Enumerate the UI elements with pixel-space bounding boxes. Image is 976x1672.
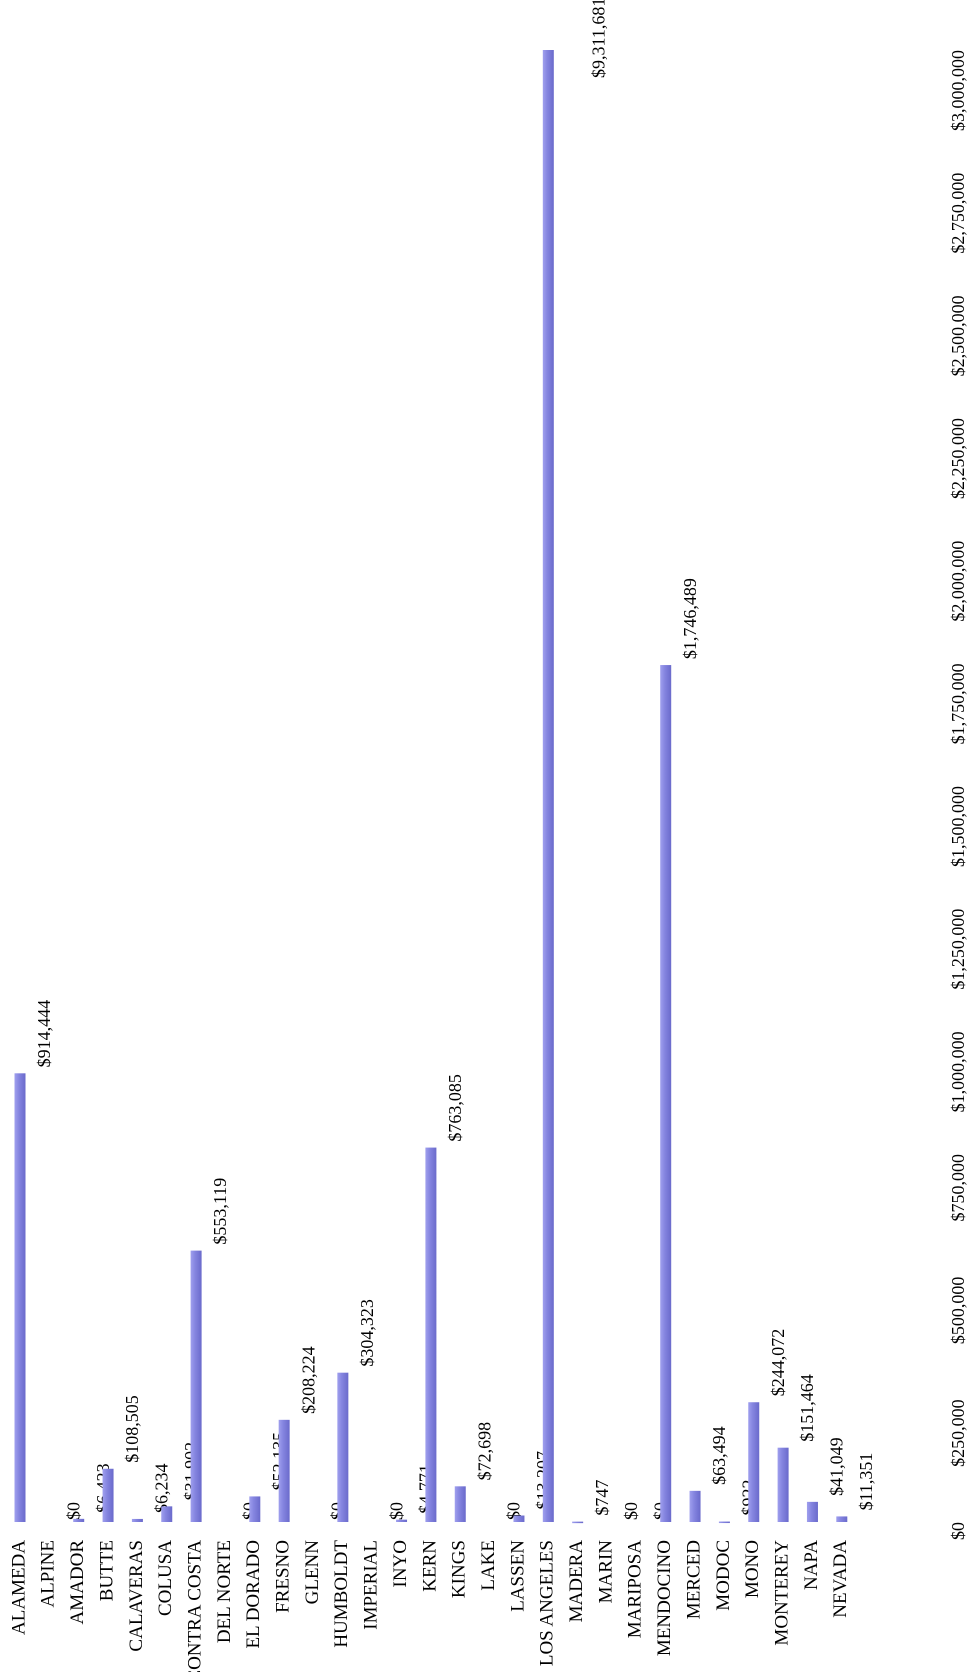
category-label: MADERA [566,1540,587,1623]
category-label: MODOC [713,1540,734,1611]
bar [718,1521,730,1524]
value-tick-label: $1,500,000 [948,786,968,867]
data-label: $763,085 [445,1074,465,1142]
data-label: $1,746,489 [680,578,700,659]
data-label: $0 [504,1502,524,1520]
data-label: $747 [592,1480,612,1516]
data-label: $0 [386,1502,406,1520]
value-tick-label: $2,500,000 [948,295,968,376]
category-label: MENDOCINO [654,1540,675,1656]
data-label: $553,119 [210,1178,230,1245]
value-tick-label: $1,750,000 [948,663,968,744]
bar [542,50,554,1522]
category-label: COLUSA [155,1540,176,1616]
category-label: CALAVERAS [126,1540,147,1652]
category-label: IMPERIAL [361,1540,382,1630]
category-label: KERN [419,1540,440,1592]
data-label: $244,072 [768,1329,788,1397]
data-label: $6,234 [152,1463,172,1513]
bar [396,1519,408,1522]
bar [131,1518,143,1522]
category-label: CONTRA COSTA [184,1540,205,1672]
bar [806,1501,818,1522]
bar [425,1147,437,1522]
data-label: $108,505 [122,1395,142,1463]
category-label: NEVADA [830,1540,851,1618]
category-label: MARIPOSA [625,1540,646,1638]
category-label: MARIN [595,1540,616,1604]
data-label: $151,464 [797,1374,817,1442]
value-tick-label: $3,000,000 [948,50,968,131]
category-label: MONO [742,1540,763,1598]
bar [278,1419,290,1522]
value-tick-label: $750,000 [948,1154,968,1222]
plot-area: $0 $250,000 $500,000 $750,000 $1,000,000 $1,2… [8,0,968,1672]
category-label: ALPINE [38,1540,59,1608]
data-label: $914,444 [34,1000,54,1068]
bar [337,1372,349,1522]
category-label: NAPA [801,1540,822,1590]
category-label: LOS ANGELES [537,1540,558,1666]
bar [14,1073,26,1522]
bar [689,1490,701,1522]
category-label: MONTEREY [771,1540,792,1646]
data-label: $0 [621,1502,641,1520]
data-label: $72,698 [474,1422,494,1481]
value-tick-label: $2,250,000 [948,418,968,499]
bar [748,1402,760,1522]
data-label: $41,049 [827,1437,847,1496]
category-label: DEL NORTE [214,1540,235,1643]
value-tick-label: $500,000 [948,1277,968,1345]
bar [102,1468,114,1522]
bar [660,665,672,1522]
bar [161,1506,173,1522]
bar [73,1518,85,1522]
value-tick-label: $1,250,000 [948,909,968,990]
category-label: AMADOR [67,1540,88,1625]
data-label: $0 [63,1502,83,1520]
value-tick-label: $2,000,000 [948,541,968,622]
value-tick-label: $1,000,000 [948,1031,968,1112]
data-label: $63,494 [709,1426,729,1485]
category-label: EL DORADO [243,1540,264,1649]
value-tick-label: $0 [948,1522,968,1540]
category-label: KINGS [449,1540,470,1598]
category-label: BUTTE [96,1540,117,1601]
bar [249,1496,261,1522]
category-label: GLENN [302,1540,323,1605]
bar [513,1515,525,1522]
bar [454,1486,466,1522]
category-label: ALAMEDA [8,1540,29,1635]
value-tick-label: $250,000 [948,1399,968,1467]
bar [572,1521,584,1524]
value-tick-label: $2,750,000 [948,173,968,254]
bar [190,1250,202,1522]
bar [777,1447,789,1522]
data-label: $9,311,681 [588,0,608,78]
category-label: MERCED [683,1540,704,1619]
bar [836,1516,848,1522]
category-label: FRESNO [273,1540,294,1613]
category-label: LASSEN [507,1540,528,1612]
data-label: $11,351 [856,1453,876,1511]
data-label: $304,323 [357,1299,377,1367]
data-label: $208,224 [298,1346,318,1414]
category-label: HUMBOLDT [331,1540,352,1648]
category-label: LAKE [478,1540,499,1591]
category-label: INYO [390,1540,411,1588]
